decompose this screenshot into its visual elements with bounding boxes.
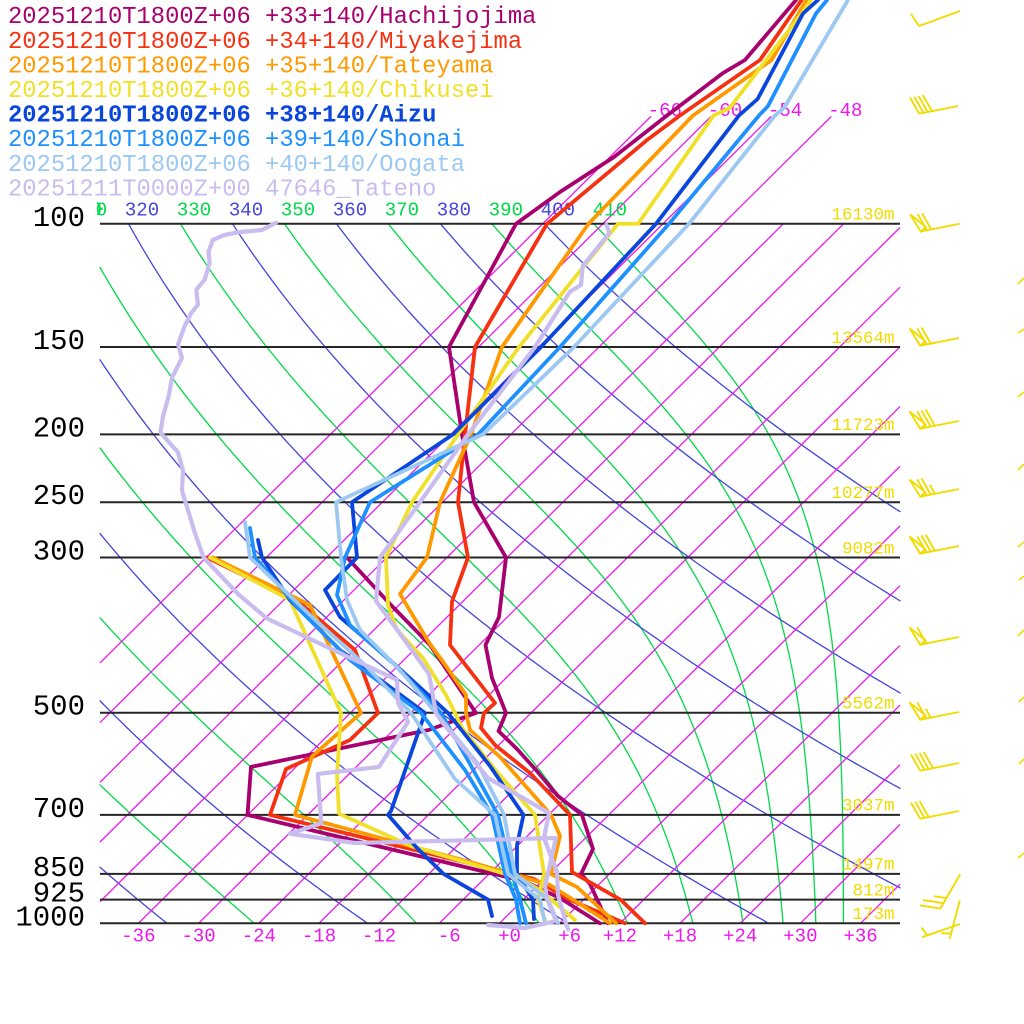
svg-text:310: 310 xyxy=(73,200,107,222)
svg-text:-30: -30 xyxy=(181,926,215,948)
svg-text:3037m: 3037m xyxy=(842,797,895,817)
svg-text:330: 330 xyxy=(177,200,211,222)
svg-text:20251210T1800Z+06 +39+140/Shon: 20251210T1800Z+06 +39+140/Shonai xyxy=(8,127,465,154)
svg-text:11723m: 11723m xyxy=(831,416,894,436)
svg-text:1000: 1000 xyxy=(15,901,85,934)
svg-text:350: 350 xyxy=(281,200,315,222)
svg-text:500: 500 xyxy=(33,691,85,724)
svg-text:150: 150 xyxy=(33,325,85,358)
svg-text:+30: +30 xyxy=(783,926,817,948)
svg-text:360: 360 xyxy=(333,200,367,222)
svg-text:20251210T1800Z+06 +33+140/Hach: 20251210T1800Z+06 +33+140/Hachijojima xyxy=(8,4,536,31)
svg-text:+0: +0 xyxy=(498,926,521,948)
svg-text:850: 850 xyxy=(33,852,85,885)
svg-text:812m: 812m xyxy=(852,881,894,901)
svg-text:+6: +6 xyxy=(558,926,581,948)
svg-text:250: 250 xyxy=(33,480,85,513)
svg-text:700: 700 xyxy=(33,793,85,826)
svg-text:200: 200 xyxy=(33,412,85,445)
svg-text:400: 400 xyxy=(541,200,575,222)
svg-text:320: 320 xyxy=(125,200,159,222)
svg-text:20251210T1800Z+06 +38+140/Aizu: 20251210T1800Z+06 +38+140/Aizu xyxy=(8,103,436,130)
svg-text:-18: -18 xyxy=(302,926,336,948)
svg-text:+36: +36 xyxy=(843,926,877,948)
svg-text:9082m: 9082m xyxy=(842,539,895,559)
svg-text:390: 390 xyxy=(489,200,523,222)
svg-text:173m: 173m xyxy=(852,905,894,925)
svg-text:+24: +24 xyxy=(723,926,757,948)
svg-text:-12: -12 xyxy=(362,926,396,948)
svg-text:310: 310 xyxy=(66,200,102,223)
svg-text:1497m: 1497m xyxy=(842,856,895,876)
svg-text:-24: -24 xyxy=(242,926,276,948)
svg-text:20251211T0000Z+00 47646_Tateno: 20251211T0000Z+00 47646_Tateno xyxy=(8,176,436,203)
svg-text:340: 340 xyxy=(229,200,263,222)
svg-text:+12: +12 xyxy=(603,926,637,948)
svg-text:20251210T1800Z+06 +34+140/Miya: 20251210T1800Z+06 +34+140/Miyakejima xyxy=(8,29,522,56)
svg-text:5562m: 5562m xyxy=(842,695,895,715)
svg-text:20251210T1800Z+06 +40+140/Ooga: 20251210T1800Z+06 +40+140/Oogata xyxy=(8,152,465,179)
svg-text:+18: +18 xyxy=(663,926,697,948)
svg-text:20251210T1800Z+06 +35+140/Tate: 20251210T1800Z+06 +35+140/Tateyama xyxy=(8,53,494,80)
svg-text:10277m: 10277m xyxy=(831,484,894,504)
svg-text:-36: -36 xyxy=(121,926,155,948)
svg-text:-6: -6 xyxy=(438,926,461,948)
svg-text:13564m: 13564m xyxy=(831,329,894,349)
svg-text:300: 300 xyxy=(33,536,85,569)
svg-text:16130m: 16130m xyxy=(831,206,894,226)
svg-text:-48: -48 xyxy=(828,100,862,122)
svg-text:925: 925 xyxy=(33,878,85,911)
svg-text:370: 370 xyxy=(385,200,419,222)
svg-text:100: 100 xyxy=(33,202,85,235)
svg-text:380: 380 xyxy=(437,200,471,222)
svg-text:-66: -66 xyxy=(648,100,682,122)
svg-text:20251210T1800Z+06 +36+140/Chik: 20251210T1800Z+06 +36+140/Chikusei xyxy=(8,78,494,105)
svg-text:410: 410 xyxy=(593,200,627,222)
